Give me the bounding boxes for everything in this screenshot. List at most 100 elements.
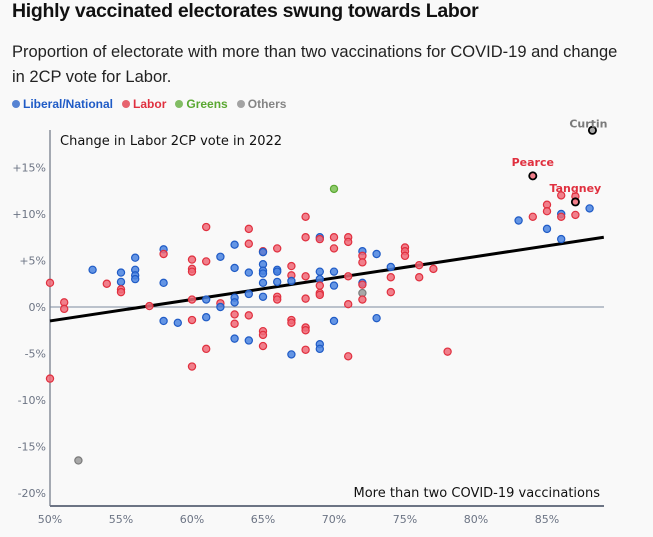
- data-point-alp[interactable]: [116, 287, 126, 297]
- data-point-lnp[interactable]: [315, 344, 324, 354]
- data-point-alp[interactable]: [315, 281, 324, 290]
- data-point-oth[interactable]: [587, 125, 597, 135]
- data-point-alp[interactable]: [244, 224, 253, 234]
- data-point-alp[interactable]: [542, 207, 552, 216]
- data-point-alp[interactable]: [201, 257, 211, 266]
- data-point-lnp[interactable]: [244, 268, 253, 277]
- data-point-lnp[interactable]: [329, 281, 339, 290]
- data-point-alp[interactable]: [244, 311, 253, 320]
- data-point-alp[interactable]: [429, 264, 438, 274]
- data-point-lnp[interactable]: [116, 268, 126, 277]
- data-point-lnp[interactable]: [258, 247, 268, 257]
- data-point-alp[interactable]: [301, 212, 310, 221]
- data-point-alp[interactable]: [358, 258, 367, 267]
- data-point-oth[interactable]: [74, 456, 83, 465]
- data-point-lnp[interactable]: [230, 298, 239, 307]
- data-point-lnp[interactable]: [258, 292, 268, 301]
- data-point-lnp[interactable]: [88, 265, 97, 274]
- data-point-lnp[interactable]: [116, 277, 126, 287]
- data-point-alp[interactable]: [59, 304, 69, 314]
- data-point-lnp[interactable]: [329, 316, 339, 326]
- data-point-lnp[interactable]: [514, 216, 523, 225]
- data-point-lnp[interactable]: [542, 224, 552, 234]
- data-point-alp[interactable]: [201, 344, 211, 354]
- data-point-lnp[interactable]: [216, 302, 225, 312]
- data-point-alp[interactable]: [329, 244, 339, 253]
- data-point-lnp[interactable]: [130, 274, 140, 284]
- data-point-alp[interactable]: [287, 261, 296, 271]
- data-point-alp[interactable]: [230, 319, 239, 328]
- data-point-alp[interactable]: [344, 237, 353, 247]
- data-point-lnp[interactable]: [173, 318, 182, 328]
- data-point-lnp[interactable]: [201, 295, 211, 304]
- data-point-lnp[interactable]: [244, 336, 253, 345]
- data-point-alp[interactable]: [571, 210, 580, 220]
- data-point-alp[interactable]: [315, 290, 324, 300]
- data-point-alp[interactable]: [386, 287, 395, 297]
- data-point-alp[interactable]: [301, 345, 310, 354]
- data-point-alp[interactable]: [344, 272, 353, 281]
- data-point-alp[interactable]: [358, 280, 367, 289]
- data-point-alp[interactable]: [45, 278, 55, 288]
- data-point-lnp[interactable]: [329, 267, 339, 276]
- data-point-alp[interactable]: [400, 251, 410, 261]
- data-point-alp[interactable]: [187, 295, 197, 304]
- data-point-lnp[interactable]: [585, 204, 594, 213]
- data-point-alp[interactable]: [329, 233, 339, 242]
- data-point-alp[interactable]: [187, 315, 197, 325]
- data-point-alp[interactable]: [145, 301, 154, 311]
- data-point-lnp[interactable]: [372, 249, 381, 259]
- data-point-lnp[interactable]: [216, 252, 225, 261]
- data-point-lnp[interactable]: [287, 276, 296, 286]
- data-point-alp[interactable]: [301, 272, 310, 281]
- data-point-alp[interactable]: [301, 233, 310, 242]
- data-point-lnp[interactable]: [201, 313, 211, 322]
- data-point-alp[interactable]: [230, 310, 239, 319]
- data-point-lnp[interactable]: [230, 263, 239, 273]
- data-point-lnp[interactable]: [159, 316, 168, 326]
- data-point-lnp[interactable]: [230, 334, 239, 343]
- data-point-alp[interactable]: [358, 295, 367, 304]
- data-point-alp[interactable]: [258, 330, 268, 340]
- data-point-alp[interactable]: [344, 300, 353, 309]
- data-point-alp[interactable]: [102, 279, 112, 288]
- data-point-alp[interactable]: [344, 352, 353, 361]
- data-point-alp[interactable]: [528, 212, 538, 221]
- data-point-lnp[interactable]: [386, 262, 395, 272]
- data-point-alp[interactable]: [187, 362, 197, 371]
- data-point-alp[interactable]: [301, 294, 310, 303]
- data-point-alp[interactable]: [301, 326, 310, 335]
- data-point-lnp[interactable]: [273, 267, 282, 276]
- data-point-alp[interactable]: [386, 273, 395, 282]
- data-point-alp[interactable]: [258, 341, 268, 351]
- data-point-alp[interactable]: [557, 191, 566, 200]
- data-point-alp[interactable]: [273, 295, 282, 304]
- data-point-alp[interactable]: [244, 239, 253, 248]
- data-point-alp[interactable]: [315, 234, 324, 244]
- data-point-lnp[interactable]: [244, 289, 253, 299]
- data-point-alp[interactable]: [415, 273, 424, 282]
- data-point-lnp[interactable]: [258, 269, 268, 278]
- data-point-alp[interactable]: [187, 267, 197, 276]
- data-point-lnp[interactable]: [130, 253, 140, 262]
- data-point-lnp[interactable]: [273, 277, 282, 287]
- data-point-grn[interactable]: [329, 184, 339, 194]
- data-point-lnp[interactable]: [372, 313, 381, 323]
- data-point-alp[interactable]: [557, 212, 566, 221]
- data-point-alp[interactable]: [187, 255, 197, 264]
- data-point-lnp[interactable]: [287, 350, 296, 359]
- data-point-alp[interactable]: [287, 318, 296, 328]
- data-point-alp[interactable]: [443, 347, 452, 356]
- data-point-alp[interactable]: [159, 249, 168, 259]
- data-point-alp[interactable]: [45, 374, 55, 383]
- data-point-alp[interactable]: [570, 197, 580, 207]
- data-point-lnp[interactable]: [159, 278, 168, 288]
- data-point-lnp[interactable]: [258, 278, 268, 288]
- data-point-lnp[interactable]: [315, 267, 324, 276]
- data-point-alp[interactable]: [528, 171, 538, 181]
- data-point-lnp[interactable]: [557, 234, 566, 244]
- data-point-alp[interactable]: [201, 222, 211, 232]
- data-point-alp[interactable]: [273, 244, 282, 253]
- data-point-alp[interactable]: [415, 260, 424, 270]
- data-point-lnp[interactable]: [230, 240, 239, 249]
